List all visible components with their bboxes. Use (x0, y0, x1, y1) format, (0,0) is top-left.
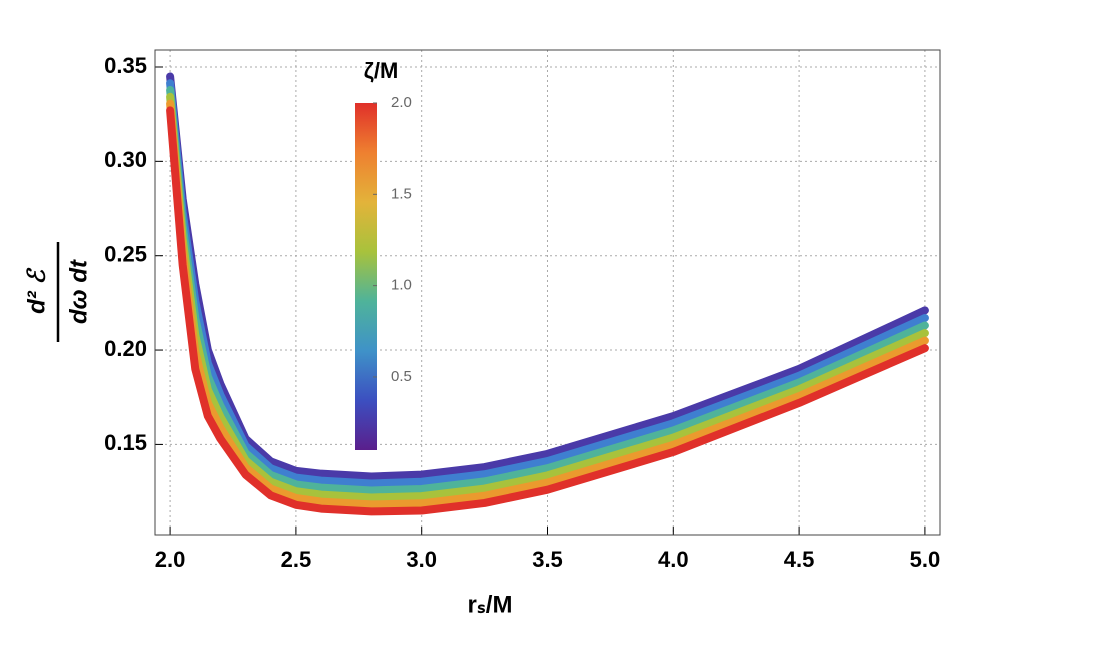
plot-frame (154, 49, 941, 536)
y-tick-label: 0.30 (104, 147, 147, 172)
y-tick-label: 0.35 (104, 53, 147, 78)
colorbar (355, 103, 377, 450)
x-tick-label: 3.0 (406, 547, 437, 572)
y-tick-label: 0.25 (104, 242, 147, 267)
x-tick-label: 4.5 (784, 547, 815, 572)
x-axis-label: rₛ/M (468, 591, 513, 618)
x-tick-label: 5.0 (910, 547, 941, 572)
y-label-denominator: dω dt (65, 259, 92, 324)
y-axis-label: d² ℰ dω dt (23, 242, 92, 342)
x-tick-label: 3.5 (532, 547, 563, 572)
y-tick-label: 0.20 (104, 336, 147, 361)
colorbar-tick-label: 1.0 (391, 277, 412, 294)
x-tick-label: 4.0 (658, 547, 689, 572)
colorbar-tick-label: 0.5 (391, 368, 412, 385)
y-tick-label: 0.15 (104, 430, 147, 455)
x-tick-label: 2.5 (281, 547, 312, 572)
colorbar-title: ζ/M (364, 58, 399, 83)
colorbar-tick-label: 1.5 (391, 185, 412, 202)
y-label-numerator: d² ℰ (23, 267, 50, 314)
x-tick-label: 2.0 (155, 547, 186, 572)
curve (166, 79, 929, 488)
colorbar-tick-label: 2.0 (391, 94, 412, 111)
curve (166, 106, 929, 516)
